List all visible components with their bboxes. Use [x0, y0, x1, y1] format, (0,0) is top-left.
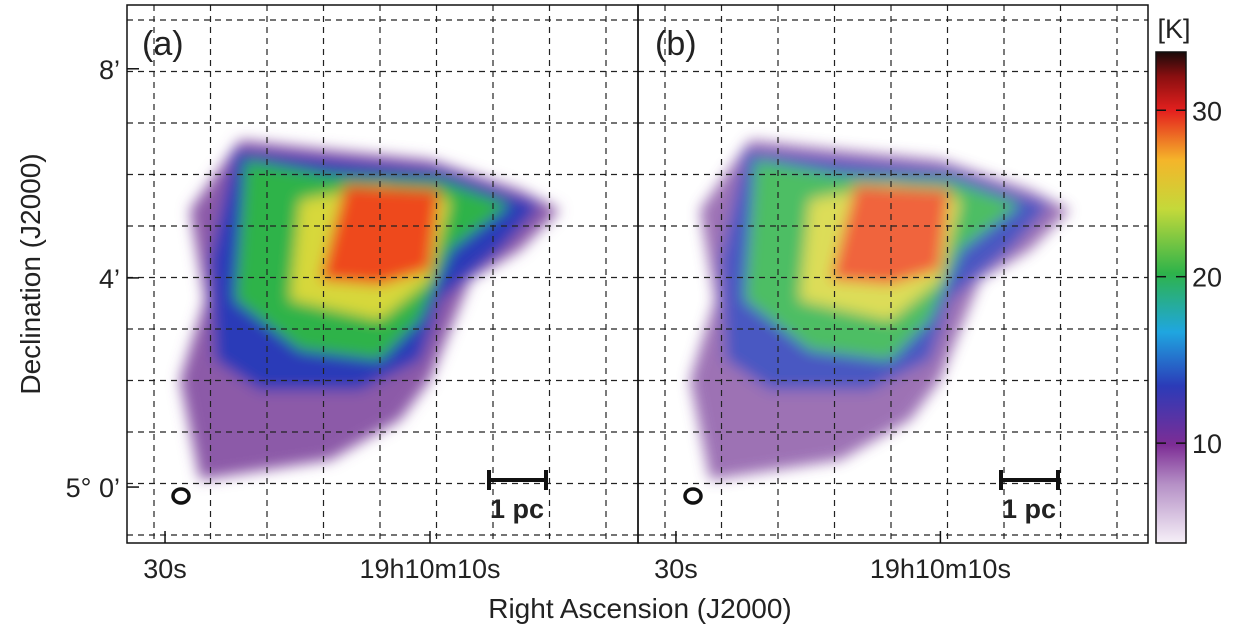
panel-label: (a): [142, 25, 184, 63]
panel-frame: [637, 4, 1149, 544]
x-tick-label: 19h10m10s: [870, 554, 1011, 584]
map-b: [690, 140, 1070, 480]
colorbar-tick-label: 30: [1192, 96, 1222, 126]
colorbar-label: [K]: [1157, 14, 1190, 44]
x-tick-label: 30s: [654, 554, 698, 584]
y-tick-label: 4’: [99, 264, 120, 294]
x-axis-title: Right Ascension (J2000): [488, 593, 792, 624]
colorbar: [1155, 51, 1187, 544]
panel-label: (b): [655, 25, 697, 63]
y-axis-title: Declination (J2000): [15, 153, 46, 394]
scale-label: 1 pc: [1002, 494, 1056, 524]
scale-bar: [487, 470, 1060, 490]
scale-label: 1 pc: [490, 494, 544, 524]
y-tick-label: 8’: [99, 55, 120, 85]
beam: [171, 487, 703, 505]
x-tick-label: 19h10m10s: [359, 554, 500, 584]
map-a: [180, 140, 560, 480]
colorbar-tick-label: 20: [1192, 263, 1222, 293]
colorbar-tick-label: 10: [1192, 429, 1222, 459]
x-tick-label: 30s: [143, 554, 187, 584]
y-tick-label: 5° 0’: [66, 473, 120, 503]
